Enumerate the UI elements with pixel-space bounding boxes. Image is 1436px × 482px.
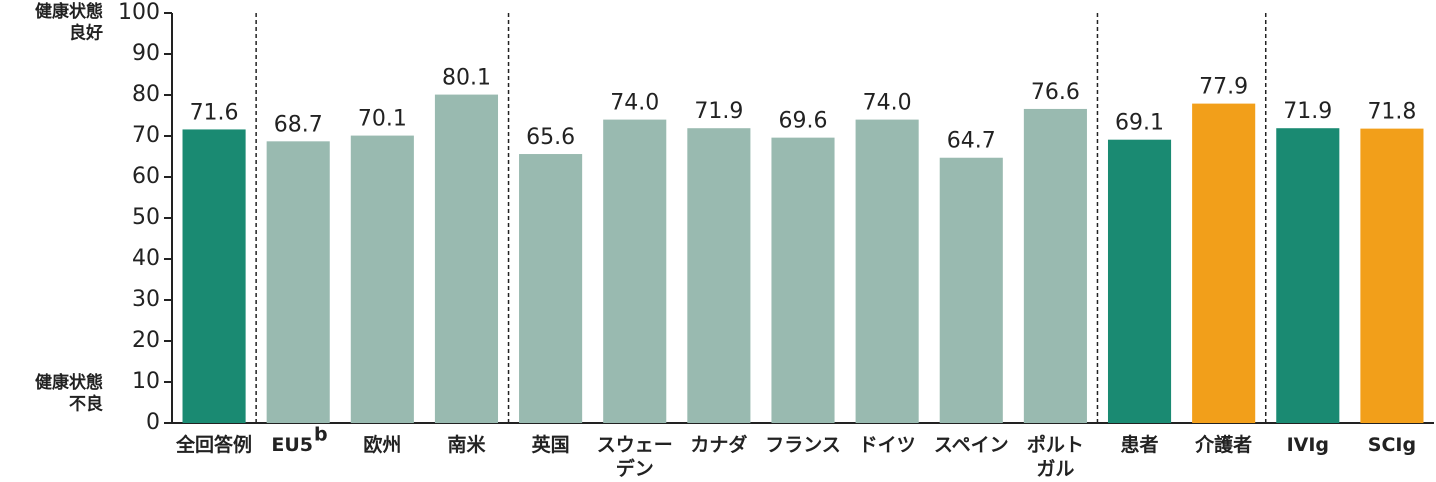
value-label: 74.0 — [863, 91, 912, 116]
bar — [939, 157, 1003, 424]
value-label: 70.1 — [358, 107, 407, 132]
x-tick-superscript: b — [314, 424, 328, 446]
y-tick-label: 20 — [132, 328, 160, 353]
bar — [266, 141, 330, 423]
bar — [1276, 128, 1340, 423]
x-tick-label: フランス — [765, 434, 841, 456]
bar — [434, 94, 499, 423]
x-tick-label: 南米 — [447, 433, 486, 456]
bar — [1023, 108, 1087, 423]
y-tick-label: 40 — [132, 246, 160, 271]
value-label: 71.9 — [694, 99, 743, 124]
bar — [350, 135, 414, 423]
bar — [1192, 103, 1256, 424]
x-tick-label: カナダ — [690, 433, 747, 456]
x-tick-label: IVIg — [1287, 434, 1329, 456]
x-tick-label: 全回答例 — [175, 433, 252, 456]
x-tick-label: スウェーデン — [597, 434, 673, 480]
x-tick-label: EU5 — [271, 434, 313, 456]
y-tick-label: 60 — [132, 164, 160, 189]
bar — [687, 128, 751, 423]
y-tick-label: 10 — [132, 369, 160, 394]
value-label: 64.7 — [947, 129, 996, 154]
y-top-label: 健康状態良好 — [35, 1, 103, 43]
y-tick-label: 90 — [132, 41, 160, 66]
bar — [1107, 139, 1172, 423]
bar — [1360, 128, 1424, 423]
bar — [771, 137, 835, 423]
x-tick-label: 介護者 — [1194, 433, 1252, 456]
value-label: 80.1 — [442, 66, 491, 91]
value-label: 74.0 — [610, 91, 659, 116]
y-tick-label: 70 — [132, 123, 160, 148]
bar — [182, 129, 246, 423]
y-tick-label: 100 — [118, 0, 160, 25]
value-label: 69.6 — [779, 109, 828, 134]
x-tick-label: 患者 — [1121, 433, 1159, 456]
bar — [603, 119, 667, 423]
value-label: 65.6 — [526, 125, 575, 150]
y-bottom-label: 健康状態不良 — [35, 372, 103, 414]
bar — [855, 119, 919, 423]
y-tick-label: 50 — [132, 205, 160, 230]
x-tick-label: スペイン — [934, 434, 1009, 456]
x-tick-label: ポルトガル — [1027, 433, 1084, 480]
value-label: 69.1 — [1115, 111, 1164, 136]
value-label: 71.6 — [190, 100, 239, 125]
x-tick-label: SCIg — [1368, 434, 1416, 456]
bar — [519, 154, 583, 424]
y-tick-label: 30 — [132, 287, 160, 312]
y-tick-label: 0 — [146, 410, 160, 435]
x-tick-label: ドイツ — [859, 434, 916, 456]
value-label: 76.6 — [1031, 80, 1080, 105]
value-label: 71.9 — [1283, 99, 1332, 124]
value-label: 68.7 — [274, 112, 323, 137]
value-label: 71.8 — [1367, 100, 1416, 125]
x-tick-label: 英国 — [532, 433, 570, 456]
x-tick-label: 欧州 — [363, 433, 401, 456]
y-tick-label: 80 — [132, 82, 160, 107]
value-label: 77.9 — [1199, 75, 1248, 100]
